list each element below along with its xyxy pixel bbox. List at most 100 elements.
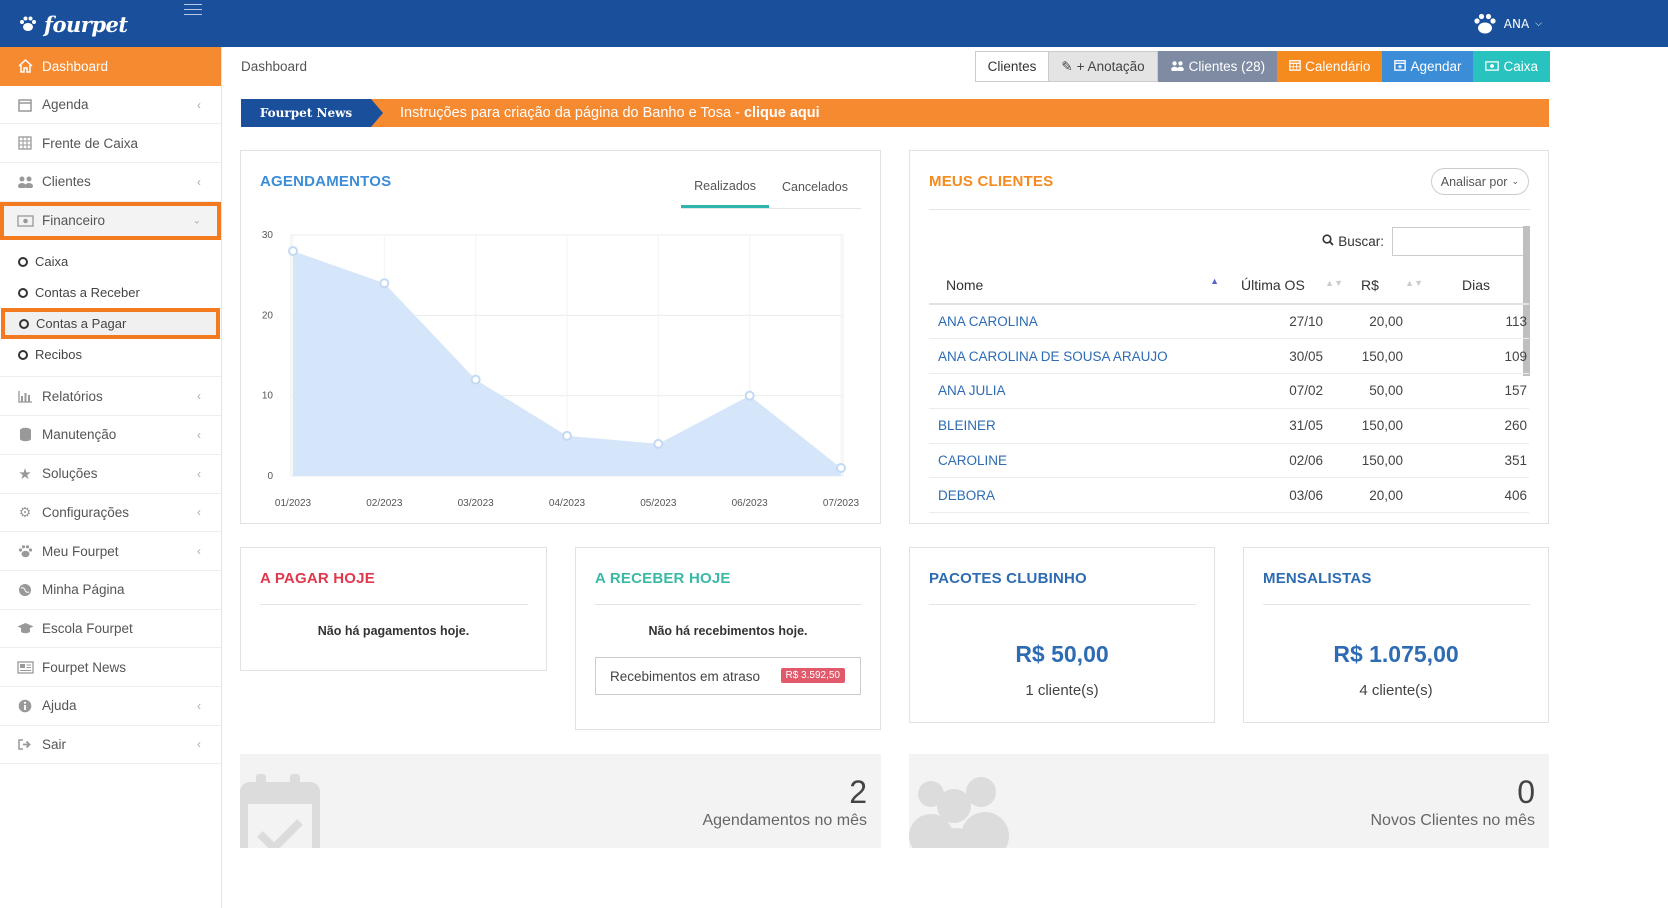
sidebar-item-label: Clientes [42, 174, 91, 190]
news-link[interactable]: clique aqui [743, 105, 820, 121]
sidebar-item-ajuda[interactable]: Ajuda ‹ [0, 687, 221, 726]
chevron-left-icon: ‹ [197, 698, 201, 713]
x-tick-label: 07/2023 [823, 498, 860, 509]
table-row[interactable]: BLEINER 31/05 150,00 260 [929, 408, 1529, 444]
paw-logo-icon [20, 16, 36, 31]
table-row[interactable]: ANA CAROLINA 27/10 20,00 113 [929, 304, 1529, 340]
last-os-cell: 02/06 [1229, 443, 1349, 479]
chevron-left-icon: ‹ [197, 97, 201, 112]
tab-realizados[interactable]: Realizados [681, 166, 769, 208]
sidebar-item-solucoes[interactable]: ★ Soluções ‹ [0, 455, 221, 494]
clientes-count-button[interactable]: Clientes (28) [1157, 51, 1278, 82]
client-name-link[interactable]: ANA JULIA [929, 373, 1229, 409]
divider [595, 604, 862, 605]
gears-icon: ⚙ [18, 503, 32, 520]
news-banner[interactable]: Fourpet News Instruções para criação da … [241, 99, 1549, 127]
brand-logo[interactable]: fourpet [18, 10, 128, 38]
card-title: A PAGAR HOJE [260, 570, 375, 587]
circle-icon [19, 318, 29, 329]
sort-asc-icon: ▲ [1210, 276, 1219, 286]
sidebar-item-fourpet-news[interactable]: Fourpet News [0, 648, 221, 687]
last-os-cell: 07/02 [1229, 373, 1349, 409]
days-cell: 351 [1429, 443, 1529, 479]
table-row[interactable]: ANA JULIA 07/02 50,00 157 [929, 373, 1529, 409]
sidebar-item-frente-de-caixa[interactable]: Frente de Caixa [0, 124, 221, 164]
analisar-por-dropdown[interactable]: Analisar por ⌄ [1430, 168, 1529, 195]
user-menu[interactable]: ANA ⌵ [1472, 11, 1542, 37]
signout-icon [16, 736, 34, 752]
sidebar-item-label: Manutenção [42, 427, 117, 443]
agendamentos-mes-label: Agendamentos no mês [702, 812, 867, 829]
sidebar-item-label: Fourpet News [42, 659, 127, 675]
button-label: Agendar [1410, 59, 1462, 74]
chevron-left-icon: ‹ [197, 737, 201, 752]
table-row[interactable]: ANA CAROLINA DE SOUSA ARAUJO 30/05 150,00 1… [929, 338, 1529, 375]
last-os-cell: 03/06 [1229, 477, 1349, 514]
table-row[interactable]: CAROLINE 02/06 150,00 351 [929, 443, 1529, 479]
sidebar-item-dashboard[interactable]: Dashboard [0, 47, 221, 86]
sidebar-item-escola-fourpet[interactable]: Escola Fourpet [0, 610, 221, 649]
sidebar-item-clientes[interactable]: Clientes ‹ [0, 163, 221, 202]
column-header-valor[interactable]: R$ ▲▼ [1349, 266, 1429, 305]
sidebar-item-configuracoes[interactable]: ⚙ Configurações ‹ [0, 494, 221, 533]
sidebar-item-label: Meu Fourpet [42, 543, 119, 559]
column-header-ultima-os[interactable]: Última OS ▲▼ [1229, 266, 1349, 305]
circle-icon [18, 256, 28, 267]
calendar-icon [16, 97, 34, 113]
anotacao-button[interactable]: ✎ + Anotação [1049, 51, 1158, 82]
submenu-item-recibos[interactable]: Recibos [0, 339, 221, 370]
sidebar-item-label: Ajuda [42, 698, 77, 714]
users-icon [16, 174, 34, 190]
chevron-left-icon: ‹ [197, 466, 201, 481]
data-point [744, 390, 755, 401]
column-header-nome[interactable]: Nome ▲ [929, 266, 1229, 305]
client-name-link[interactable]: DEBORA [929, 477, 1229, 514]
users-icon [1170, 59, 1185, 74]
data-point [562, 430, 572, 441]
users-icon [909, 777, 1009, 848]
sidebar-item-meu-fourpet[interactable]: Meu Fourpet ‹ [0, 532, 221, 571]
clientes-button[interactable]: Clientes [974, 51, 1050, 82]
chevron-down-icon: ⌄ [192, 215, 201, 227]
table-row[interactable]: DEBORA 03/06 20,00 406 [929, 477, 1529, 514]
column-header-dias[interactable]: Dias [1429, 266, 1529, 305]
sidebar-item-relatorios[interactable]: Relatórios ‹ [0, 377, 221, 417]
agendamentos-mes-count: 2 [849, 774, 867, 810]
calendario-button[interactable]: Calendário [1277, 51, 1383, 82]
button-label: Clientes (28) [1188, 59, 1266, 74]
agendar-button[interactable]: Agendar [1382, 51, 1474, 82]
client-name-link[interactable]: CAROLINE [929, 443, 1229, 479]
financeiro-submenu: Caixa Contas a Receber Contas a Pagar Re… [0, 240, 221, 378]
client-name-link[interactable]: ANA CAROLINA [929, 304, 1229, 340]
column-label: Nome [946, 276, 984, 293]
button-label: Clientes [987, 59, 1037, 74]
sidebar-item-financeiro[interactable]: Financeiro ⌄ [0, 201, 221, 241]
search-row: Buscar: [1322, 227, 1528, 256]
tab-cancelados[interactable]: Cancelados [781, 180, 848, 194]
brand-name: fourpet [44, 11, 128, 37]
card-title: MENSALISTAS [1263, 570, 1372, 587]
column-label: Última OS [1241, 276, 1305, 293]
menu-toggle-icon[interactable] [184, 4, 202, 18]
client-name-link[interactable]: ANA CAROLINA DE SOUSA ARAUJO [929, 338, 1229, 375]
submenu-item-contas-a-pagar[interactable]: Contas a Pagar [1, 308, 220, 340]
client-name-link[interactable]: BLEINER [929, 408, 1229, 444]
sidebar-item-agenda[interactable]: Agenda ‹ [0, 86, 221, 125]
caixa-button[interactable]: Caixa [1473, 51, 1550, 82]
sidebar-item-manutencao[interactable]: Manutenção ‹ [0, 416, 221, 455]
submenu-item-caixa[interactable]: Caixa [0, 246, 221, 277]
recebimentos-em-atraso[interactable]: Recebimentos em atraso R$ 3.592,50 [595, 657, 861, 695]
search-input[interactable] [1392, 227, 1528, 256]
calendar-plus-icon [1394, 59, 1407, 74]
data-point [470, 374, 481, 385]
money-icon [1485, 59, 1500, 74]
sidebar-item-minha-pagina[interactable]: Minha Página [0, 571, 221, 610]
y-tick-label: 20 [262, 310, 274, 321]
x-tick-label: 03/2023 [458, 498, 495, 509]
y-tick-label: 10 [262, 391, 274, 402]
sidebar-item-sair[interactable]: Sair ‹ [0, 726, 221, 765]
card-title: AGENDAMENTOS [260, 173, 392, 190]
sort-icon: ▲▼ [1325, 278, 1343, 288]
button-label: + Anotação [1076, 59, 1145, 74]
submenu-item-contas-a-receber[interactable]: Contas a Receber [0, 277, 221, 308]
